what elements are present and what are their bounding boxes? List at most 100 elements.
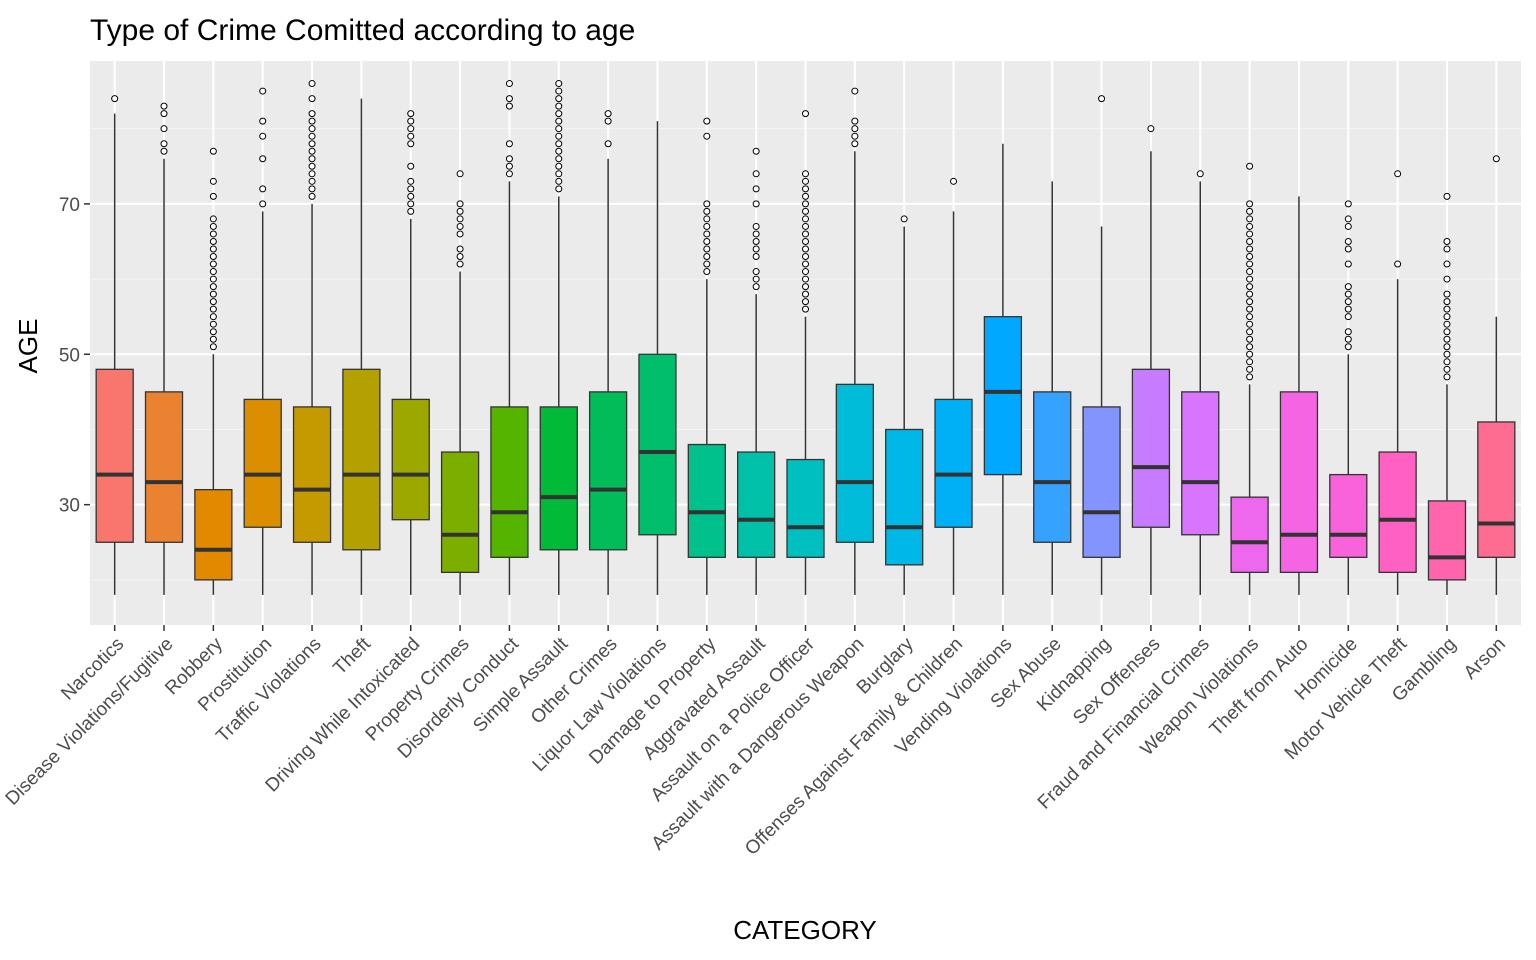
outlier-point xyxy=(1246,365,1254,373)
outlier-point xyxy=(456,260,464,268)
box-group xyxy=(292,80,332,595)
y-tick-label: 30 xyxy=(59,496,80,517)
x-tick-label: Theft xyxy=(329,633,375,679)
outlier-point xyxy=(703,222,711,230)
outlier-point xyxy=(752,275,760,283)
box xyxy=(144,391,184,543)
outlier-point xyxy=(407,200,415,208)
outlier-point xyxy=(851,140,859,148)
outlier-point xyxy=(1098,95,1106,103)
box-series xyxy=(95,80,1516,595)
y-tick-label: 70 xyxy=(59,195,80,216)
outlier-point xyxy=(1246,290,1254,298)
box xyxy=(539,406,578,551)
outlier-point xyxy=(407,192,415,200)
outlier-point xyxy=(209,305,217,313)
box xyxy=(1082,406,1121,558)
outlier-point xyxy=(209,283,217,291)
outlier-point xyxy=(456,245,464,253)
outlier-point xyxy=(209,192,217,200)
outlier-point xyxy=(1246,275,1254,283)
outlier-point xyxy=(160,125,168,133)
box-group xyxy=(1378,170,1417,595)
box xyxy=(588,391,628,551)
outlier-point xyxy=(555,177,563,185)
outlier-point xyxy=(802,215,809,223)
outlier-point xyxy=(308,110,316,118)
outlier-point xyxy=(802,290,809,298)
outlier-point xyxy=(703,200,711,208)
outlier-point xyxy=(1443,335,1451,343)
outlier-point xyxy=(1246,230,1254,238)
outlier-point xyxy=(505,95,513,103)
outlier-point xyxy=(555,125,563,133)
outlier-point xyxy=(555,87,563,95)
outlier-point xyxy=(308,140,316,148)
outlier-point xyxy=(752,237,760,245)
outlier-point xyxy=(456,200,464,208)
box xyxy=(1230,496,1269,574)
outlier-point xyxy=(209,290,217,298)
outlier-point xyxy=(308,162,316,170)
outlier-point xyxy=(407,140,415,148)
outlier-point xyxy=(1443,350,1451,358)
box-group xyxy=(144,102,184,595)
outlier-point xyxy=(209,177,217,185)
outlier-point xyxy=(802,200,809,208)
outlier-point xyxy=(1443,260,1451,268)
outlier-point xyxy=(209,298,217,306)
box-group xyxy=(490,80,529,595)
outlier-point xyxy=(802,275,809,283)
outlier-point xyxy=(209,328,217,336)
box xyxy=(687,443,726,558)
outlier-point xyxy=(209,245,217,253)
outlier-point xyxy=(1344,298,1352,306)
outlier-point xyxy=(802,222,809,230)
outlier-point xyxy=(1344,335,1352,343)
outlier-point xyxy=(604,140,612,148)
box xyxy=(95,368,134,543)
box-group xyxy=(1131,125,1171,595)
outlier-point xyxy=(703,132,711,140)
outlier-point xyxy=(1443,365,1451,373)
outlier-point xyxy=(802,245,809,253)
outlier-point xyxy=(1344,313,1352,321)
outlier-point xyxy=(308,117,316,125)
outlier-point xyxy=(407,207,415,215)
outlier-point xyxy=(160,110,168,118)
outlier-point xyxy=(1443,290,1451,298)
outlier-point xyxy=(209,222,217,230)
outlier-point xyxy=(1246,350,1254,358)
outlier-point xyxy=(555,147,563,155)
outlier-point xyxy=(851,125,859,133)
outlier-point xyxy=(802,185,809,193)
outlier-point xyxy=(456,222,464,230)
outlier-point xyxy=(802,253,809,261)
outlier-point xyxy=(407,125,415,133)
outlier-point xyxy=(1394,260,1402,268)
box-group xyxy=(391,110,430,595)
outlier-point xyxy=(703,237,711,245)
outlier-point xyxy=(308,125,316,133)
box xyxy=(342,368,381,551)
outlier-point xyxy=(505,80,513,88)
outlier-point xyxy=(802,298,809,306)
box-group xyxy=(786,110,825,595)
outlier-point xyxy=(209,147,217,155)
box xyxy=(983,316,1023,476)
outlier-point xyxy=(752,245,760,253)
outlier-point xyxy=(802,237,809,245)
outlier-point xyxy=(209,230,217,238)
outlier-point xyxy=(703,260,711,268)
box xyxy=(292,406,332,543)
outlier-point xyxy=(1344,328,1352,336)
outlier-point xyxy=(555,117,563,125)
outlier-point xyxy=(259,87,267,95)
box-group xyxy=(1230,162,1269,595)
outlier-point xyxy=(308,192,316,200)
outlier-point xyxy=(308,170,316,178)
box-group xyxy=(687,117,726,595)
outlier-point xyxy=(259,132,267,140)
outlier-point xyxy=(1246,260,1254,268)
